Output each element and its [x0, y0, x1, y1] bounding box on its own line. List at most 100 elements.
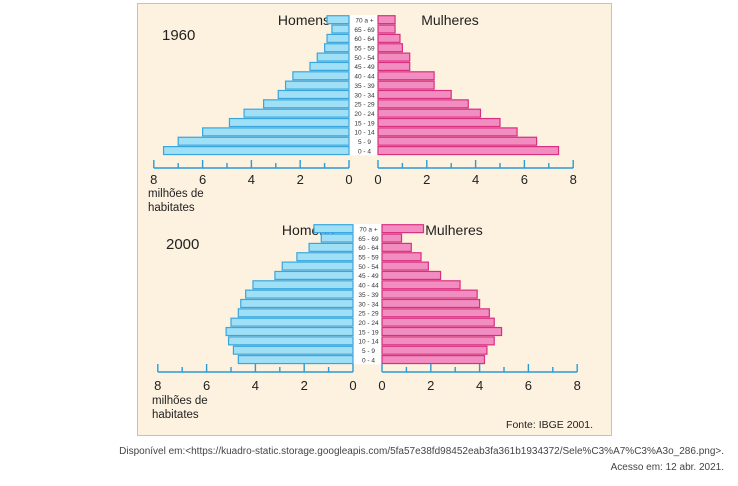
- bar-homens: [274, 270, 354, 281]
- age-group-label: 35 - 39: [358, 292, 379, 299]
- age-column-bg: [349, 15, 378, 156]
- x-tick-label-right: 0: [374, 172, 381, 187]
- bar-homens: [320, 233, 354, 243]
- age-group-label: 10 - 14: [358, 339, 379, 346]
- bar-homens: [326, 33, 350, 43]
- pyramid-title-1960: 1960: [162, 27, 195, 44]
- age-group-label: 65 - 69: [358, 236, 379, 243]
- bar-homens: [177, 136, 350, 146]
- age-group-label: 20 - 24: [358, 320, 379, 327]
- x-tick-label-right: 8: [574, 378, 581, 393]
- x-tick-label-right: 2: [423, 172, 430, 187]
- age-group-label: 35 - 39: [354, 83, 375, 90]
- age-group-label: 50 - 54: [354, 55, 375, 62]
- bar-mulheres: [377, 108, 482, 118]
- x-tick-label-right: 4: [472, 172, 479, 187]
- x-tick-label-left: 8: [154, 378, 161, 393]
- bar-mulheres: [377, 117, 501, 128]
- bar-mulheres: [381, 345, 488, 355]
- bar-mulheres: [381, 252, 422, 262]
- bar-homens: [309, 61, 350, 72]
- x-axis-label-line1: milhões de: [152, 395, 208, 407]
- x-tick-label-left: 4: [248, 172, 255, 187]
- x-tick-label-right: 4: [476, 378, 483, 393]
- age-group-label: 50 - 54: [358, 264, 379, 271]
- x-tick-label-right: 2: [427, 378, 434, 393]
- x-tick-label-left: 4: [252, 378, 259, 393]
- bar-mulheres: [377, 99, 469, 109]
- bar-homens: [284, 80, 350, 90]
- age-group-label: 70 a +: [355, 17, 373, 24]
- age-group-label: 40 - 44: [358, 283, 379, 290]
- bar-homens: [225, 326, 354, 337]
- series-label-homens-1960: Homens: [278, 12, 330, 28]
- bar-homens: [232, 345, 354, 355]
- bar-homens: [237, 355, 354, 365]
- bar-mulheres: [377, 43, 403, 53]
- x-tick-label-left: 8: [150, 172, 157, 187]
- bar-homens: [331, 24, 350, 34]
- age-group-label: 30 - 34: [354, 92, 375, 99]
- x-tick-label-left: 2: [301, 378, 308, 393]
- bar-homens: [326, 15, 350, 25]
- x-tick-label-right: 8: [570, 172, 577, 187]
- bar-mulheres: [377, 33, 401, 43]
- x-axis-label-line2: habitates: [152, 409, 199, 421]
- bar-homens: [240, 298, 354, 309]
- x-tick-label-right: 6: [525, 378, 532, 393]
- x-tick-label-left: 0: [349, 378, 356, 393]
- age-group-label: 5 - 9: [362, 348, 375, 355]
- x-tick-label-left: 6: [199, 172, 206, 187]
- age-group-label: 55 - 59: [358, 255, 379, 262]
- bar-mulheres: [381, 224, 425, 234]
- age-group-label: 10 - 14: [354, 130, 375, 137]
- bar-mulheres: [381, 308, 490, 318]
- age-group-label: 60 - 64: [358, 245, 379, 252]
- bar-homens: [245, 289, 354, 299]
- bar-mulheres: [377, 61, 411, 72]
- bar-homens: [237, 308, 354, 318]
- age-group-label: 60 - 64: [354, 36, 375, 43]
- bar-mulheres: [377, 15, 396, 25]
- bar-mulheres: [381, 270, 442, 281]
- x-tick-label-left: 6: [203, 378, 210, 393]
- x-tick-label-right: 0: [378, 378, 385, 393]
- x-tick-label-left: 0: [345, 172, 352, 187]
- age-group-label: 5 - 9: [358, 139, 371, 146]
- age-group-label: 20 - 24: [354, 111, 375, 118]
- bar-homens: [324, 43, 350, 53]
- bar-homens: [316, 52, 350, 62]
- bar-homens: [228, 117, 350, 128]
- age-group-label: 25 - 29: [358, 311, 379, 318]
- bar-mulheres: [381, 233, 403, 243]
- bar-homens: [201, 127, 350, 137]
- x-axis-label-line2: habitates: [148, 202, 195, 214]
- age-group-label: 55 - 59: [354, 46, 375, 53]
- bar-mulheres: [377, 52, 411, 62]
- bar-mulheres: [381, 242, 412, 252]
- bar-mulheres: [377, 71, 435, 81]
- bar-mulheres: [377, 127, 518, 137]
- bar-homens: [227, 336, 354, 346]
- bar-homens: [162, 146, 350, 156]
- pyramids-svg: 1960 Homens Mulheres 0 - 4 5 - 9 10 - 14 15 - …: [148, 12, 593, 431]
- age-group-label: 25 - 29: [354, 102, 375, 109]
- bar-mulheres: [377, 89, 452, 100]
- age-group-label: 30 - 34: [358, 301, 379, 308]
- age-group-label: 0 - 4: [358, 148, 371, 155]
- bar-mulheres: [381, 355, 486, 365]
- age-group-label: 45 - 49: [354, 64, 375, 71]
- bar-homens: [243, 108, 350, 118]
- bar-mulheres: [377, 136, 538, 146]
- age-group-label: 45 - 49: [358, 273, 379, 280]
- source-note: Fonte: IBGE 2001.: [506, 419, 593, 431]
- bar-homens: [313, 224, 354, 234]
- bar-mulheres: [381, 317, 495, 327]
- bar-homens: [262, 99, 350, 109]
- bar-homens: [252, 280, 354, 290]
- bar-mulheres: [381, 326, 503, 337]
- series-label-mulheres-1960: Mulheres: [421, 12, 479, 28]
- bar-mulheres: [381, 261, 429, 271]
- age-group-label: 40 - 44: [354, 74, 375, 81]
- age-group-label: 70 a +: [359, 226, 377, 233]
